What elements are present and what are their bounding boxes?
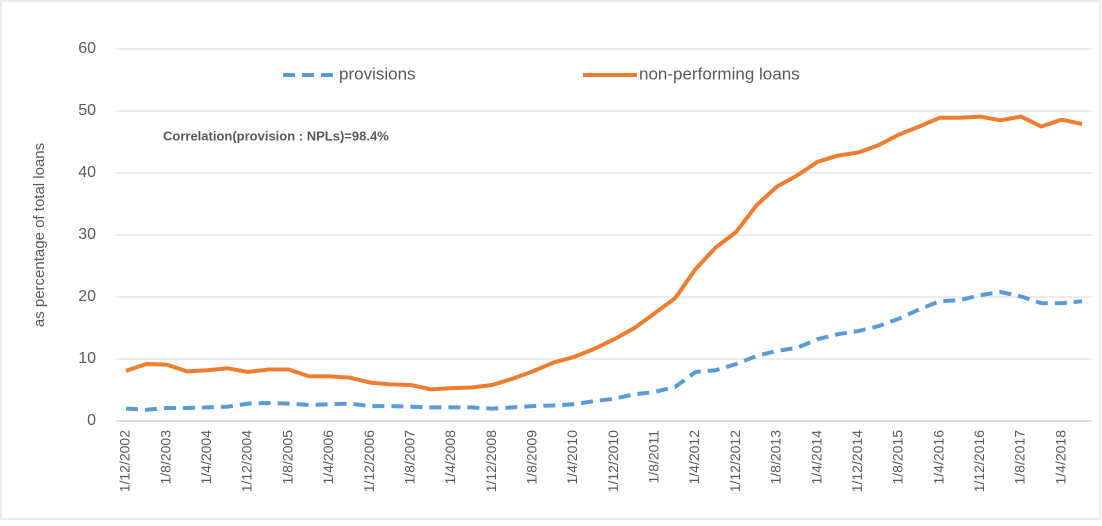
x-tick-label: 1/8/2011 [646, 430, 662, 484]
legend-label: non-performing loans [639, 64, 800, 83]
x-tick-label: 1/4/2010 [564, 430, 580, 485]
x-tick-label: 1/8/2013 [768, 430, 784, 485]
x-tick-label: 1/4/2018 [1052, 430, 1068, 485]
x-tick-label: 1/4/2014 [808, 430, 824, 485]
x-tick-label: 1/8/2007 [401, 430, 417, 485]
x-tick-label: 1/12/2008 [483, 430, 499, 492]
x-tick-label: 1/12/2002 [117, 430, 133, 492]
x-tick-label: 1/8/2015 [890, 430, 906, 485]
y-tick-label: 40 [78, 164, 96, 181]
x-tick-label: 1/4/2016 [930, 430, 946, 485]
x-tick-label: 1/4/2012 [686, 430, 702, 485]
x-tick-label: 1/4/2006 [320, 430, 336, 485]
line-series [125, 114, 1083, 392]
x-tick-label: 1/8/2017 [1012, 430, 1028, 485]
x-tick-label: 1/4/2008 [442, 430, 458, 485]
x-tick-label: 1/12/2012 [727, 430, 743, 492]
y-axis-label: as percentage of total loans [31, 143, 48, 327]
x-tick-label: 1/12/2016 [971, 430, 987, 492]
y-tick-label: 10 [78, 350, 96, 367]
x-tick-label: 1/12/2014 [849, 430, 865, 492]
x-tick-label: 1/4/2004 [198, 430, 214, 485]
x-tick-label: 1/12/2004 [239, 430, 255, 492]
line-series [125, 290, 1083, 412]
y-tick-label: 0 [87, 412, 96, 429]
annotation: Correlation(provision : NPLs)=98.4% [163, 128, 389, 143]
y-tick-label: 60 [78, 40, 96, 57]
x-tick-label: 1/8/2005 [279, 430, 295, 485]
legend-label: provisions [339, 64, 416, 83]
y-tick-label: 50 [78, 102, 96, 119]
x-tick-label: 1/8/2003 [157, 430, 173, 485]
y-tick-label: 30 [78, 226, 96, 243]
x-tick-label: 1/12/2010 [605, 430, 621, 492]
x-tick-label: 1/8/2009 [524, 430, 540, 485]
x-tick-label: 1/12/2006 [361, 430, 377, 492]
y-tick-label: 20 [78, 288, 96, 305]
